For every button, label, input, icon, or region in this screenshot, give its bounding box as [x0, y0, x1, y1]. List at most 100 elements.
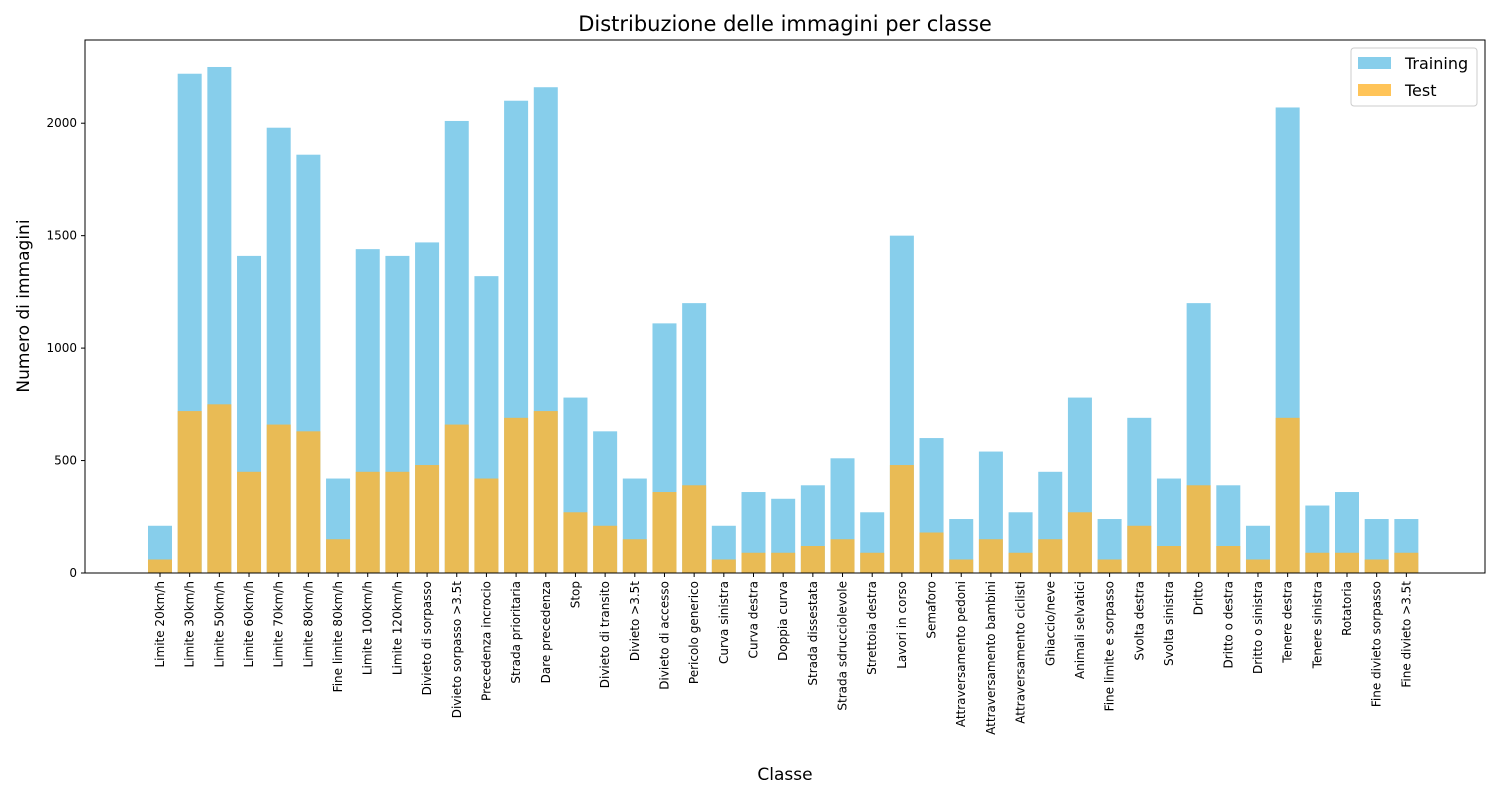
x-tick-label-attraversamento-ciclisti: Attraversamento ciclisti: [1014, 581, 1028, 724]
bar-test-divieto-3-5t: [622, 539, 647, 573]
x-tick-label-dritto: Dritto: [1192, 581, 1206, 615]
x-tick-label-limite-100km-h: Limite 100km/h: [361, 581, 375, 675]
x-axis-label: Classe: [757, 765, 812, 785]
bar-test-limite-120km-h: [385, 471, 410, 573]
bar-test-strada-sdrucciolevole: [830, 539, 855, 573]
y-axis: 0 500 1000 1500 2000: [46, 116, 85, 580]
x-tick-label-semaforo: Semaforo: [925, 581, 939, 639]
y-tick-label-1000: 1000: [46, 341, 77, 355]
bar-test-limite-80km-h: [296, 431, 321, 573]
x-tick-label-lavori-in-corso: Lavori in corso: [895, 581, 909, 669]
x-tick-label-divieto-sorpasso-3-5t: Divieto sorpasso >3.5t: [450, 581, 464, 719]
bars-layer: [148, 66, 1419, 574]
x-tick-label-animali-selvatici: Animali selvatici: [1073, 581, 1087, 679]
bar-test-pericolo-generico: [682, 485, 707, 573]
x-tick-label-dare-precedenza: Dare precedenza: [539, 581, 553, 683]
legend-swatch-test: [1358, 84, 1391, 96]
x-tick-label-dritto-o-destra: Dritto o destra: [1221, 581, 1235, 668]
bar-test-dare-precedenza: [533, 411, 558, 573]
y-axis-label: Numero di immagini: [14, 219, 34, 392]
x-tick-label-strada-sdrucciolevole: Strada sdrucciolevole: [836, 581, 850, 711]
bar-test-fine-divieto-3-5t: [1394, 552, 1419, 573]
x-tick-label-ghiaccio-neve: Ghiaccio/neve: [1043, 581, 1057, 666]
bar-test-strada-prioritaria: [504, 417, 529, 573]
bar-test-divieto-di-transito: [593, 525, 618, 573]
y-tick-label-0: 0: [69, 566, 77, 580]
x-tick-label-curva-sinistra: Curva sinistra: [717, 581, 731, 664]
bar-test-divieto-sorpasso-3-5t: [444, 424, 469, 573]
bar-test-stop: [563, 512, 588, 573]
x-tick-label-stop: Stop: [568, 581, 582, 608]
x-tick-label-pericolo-generico: Pericolo generico: [687, 581, 701, 684]
bar-test-attraversamento-ciclisti: [1008, 552, 1033, 573]
x-tick-label-dritto-o-sinistra: Dritto o sinistra: [1251, 581, 1265, 674]
bar-test-strada-dissestata: [800, 546, 825, 573]
x-tick-label-strettoia-destra: Strettoia destra: [865, 581, 879, 675]
series-test: [148, 404, 1419, 573]
bar-test-limite-60km-h: [237, 471, 262, 573]
bar-test-fine-limite-80km-h: [326, 539, 351, 573]
legend-label-test: Test: [1404, 81, 1437, 100]
bar-test-svolta-destra: [1127, 525, 1152, 573]
bar-test-limite-70km-h: [266, 424, 291, 573]
x-axis: Limite 20km/h Limite 30km/h Limite 50km/h L…: [153, 573, 1413, 735]
bar-test-semaforo: [919, 532, 944, 573]
x-tick-label-divieto-di-accesso: Divieto di accesso: [657, 581, 671, 690]
x-tick-label-strada-dissestata: Strada dissestata: [806, 581, 820, 686]
series-training: [148, 66, 1419, 574]
bar-test-dritto: [1186, 485, 1211, 573]
bar-test-curva-sinistra: [711, 559, 736, 573]
x-tick-label-divieto-3-5t: Divieto >3.5t: [628, 581, 642, 661]
bar-test-doppia-curva: [771, 552, 796, 573]
x-tick-label-curva-destra: Curva destra: [747, 581, 761, 658]
x-tick-label-limite-80km-h: Limite 80km/h: [301, 581, 315, 668]
bar-test-strettoia-destra: [860, 552, 885, 573]
bar-test-limite-20km-h: [148, 559, 172, 573]
x-tick-label-strada-prioritaria: Strada prioritaria: [509, 581, 523, 684]
y-tick-label-1500: 1500: [46, 229, 77, 243]
bar-test-ghiaccio-neve: [1038, 539, 1063, 573]
x-tick-label-limite-30km-h: Limite 30km/h: [183, 581, 197, 668]
chart-title: Distribuzione delle immagini per classe: [578, 12, 992, 36]
x-tick-label-fine-limite-e-sorpasso: Fine limite e sorpasso: [1103, 581, 1117, 711]
bar-test-precedenza-incrocio: [474, 478, 499, 573]
bar-test-animali-selvatici: [1067, 512, 1092, 573]
bar-test-limite-30km-h: [177, 411, 202, 573]
bar-test-tenere-sinistra: [1305, 552, 1330, 573]
bar-test-tenere-destra: [1275, 417, 1300, 573]
bar-test-attraversamento-pedoni: [949, 559, 974, 573]
legend-swatch-training: [1358, 57, 1391, 69]
x-tick-label-svolta-destra: Svolta destra: [1132, 581, 1146, 661]
x-tick-label-rotatoria: Rotatoria: [1340, 581, 1354, 636]
x-tick-label-limite-50km-h: Limite 50km/h: [212, 581, 226, 668]
x-tick-label-tenere-destra: Tenere destra: [1281, 581, 1295, 664]
x-tick-label-doppia-curva: Doppia curva: [776, 581, 790, 661]
legend: Training Test: [1350, 47, 1478, 107]
x-tick-label-fine-divieto-sorpasso: Fine divieto sorpasso: [1370, 581, 1384, 707]
x-tick-label-tenere-sinistra: Tenere sinistra: [1310, 581, 1324, 669]
x-tick-label-limite-20km-h: Limite 20km/h: [153, 581, 167, 668]
x-tick-label-fine-divieto-3-5t: Fine divieto >3.5t: [1399, 581, 1413, 688]
plot-frame: [84, 39, 1486, 574]
x-tick-label-attraversamento-bambini: Attraversamento bambini: [984, 581, 998, 735]
x-tick-label-divieto-di-sorpasso: Divieto di sorpasso: [420, 581, 434, 695]
bar-test-lavori-in-corso: [889, 465, 914, 573]
bar-test-dritto-o-destra: [1216, 546, 1241, 573]
y-tick-label-500: 500: [54, 454, 77, 468]
bar-test-svolta-sinistra: [1156, 546, 1181, 573]
bar-test-divieto-di-accesso: [652, 492, 677, 573]
bar-test-attraversamento-bambini: [978, 539, 1003, 573]
bar-test-fine-limite-e-sorpasso: [1097, 559, 1122, 573]
x-tick-label-fine-limite-80km-h: Fine limite 80km/h: [331, 581, 345, 692]
x-tick-label-precedenza-incrocio: Precedenza incrocio: [479, 581, 493, 701]
bar-test-rotatoria: [1335, 552, 1359, 573]
bar-test-limite-100km-h: [355, 471, 380, 573]
bar-test-curva-destra: [741, 552, 766, 573]
bar-test-divieto-di-sorpasso: [415, 465, 440, 573]
x-tick-label-attraversamento-pedoni: Attraversamento pedoni: [954, 581, 968, 727]
x-tick-label-limite-60km-h: Limite 60km/h: [242, 581, 256, 668]
y-tick-label-2000: 2000: [46, 116, 77, 130]
x-tick-label-limite-70km-h: Limite 70km/h: [272, 581, 286, 668]
